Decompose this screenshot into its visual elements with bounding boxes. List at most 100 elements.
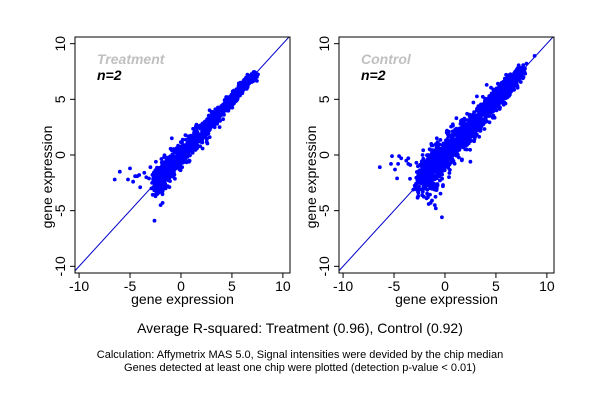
data-point xyxy=(454,151,459,155)
sample-size-label: n=2 xyxy=(97,67,122,83)
data-point xyxy=(504,87,509,92)
outlier-point xyxy=(128,166,132,171)
data-point xyxy=(493,105,498,110)
outlier-point xyxy=(152,218,157,223)
data-point xyxy=(427,147,432,152)
data-point xyxy=(502,76,507,81)
data-point xyxy=(508,82,512,87)
data-point xyxy=(468,123,473,128)
data-point xyxy=(447,171,452,175)
scatter-panel-control: -10 -5 0 5 10 -10 -5 0 5 10 gene expression gene ex… xyxy=(303,36,555,307)
data-point xyxy=(438,178,442,183)
data-point xyxy=(221,117,226,122)
data-point xyxy=(472,139,476,144)
data-point xyxy=(482,112,487,117)
y-tick-label: 10 xyxy=(52,36,68,52)
data-point xyxy=(446,166,451,170)
data-point xyxy=(438,169,443,174)
outlier-point xyxy=(484,83,489,87)
data-point xyxy=(444,145,449,149)
data-point xyxy=(515,85,520,90)
data-point xyxy=(466,129,470,134)
outlier-point xyxy=(396,162,400,166)
data-point xyxy=(170,156,174,161)
data-point xyxy=(161,177,165,182)
outlier-point xyxy=(434,136,439,141)
x-axis-label: gene expression xyxy=(395,291,498,307)
data-point xyxy=(434,154,439,159)
outlier-point xyxy=(517,66,522,71)
data-point xyxy=(497,94,502,99)
data-point xyxy=(180,140,184,145)
data-point xyxy=(168,179,172,184)
outlier-point xyxy=(390,154,394,159)
data-point xyxy=(432,156,437,161)
outlier-point xyxy=(377,165,382,170)
data-point xyxy=(228,102,233,106)
data-point xyxy=(200,146,205,151)
y-tick-label: -10 xyxy=(316,256,332,276)
y-axis-label: gene expression xyxy=(303,126,319,229)
data-point xyxy=(166,176,171,180)
x-tick-label: 0 xyxy=(441,278,449,294)
data-point xyxy=(491,101,496,106)
detection-note: Genes detected at least one chip were pl… xyxy=(124,362,476,374)
data-point xyxy=(458,127,462,132)
data-point xyxy=(472,110,476,114)
data-point xyxy=(224,101,228,106)
outlier-point xyxy=(418,172,423,176)
data-point xyxy=(217,110,222,115)
data-point xyxy=(185,142,190,146)
outlier-point xyxy=(169,136,174,141)
data-point xyxy=(233,91,238,96)
outlier-point xyxy=(524,61,529,66)
data-point xyxy=(210,115,215,119)
data-point xyxy=(518,80,523,84)
data-point xyxy=(181,148,185,153)
x-tick-label: 5 xyxy=(492,278,500,294)
data-point xyxy=(437,174,442,178)
data-point xyxy=(431,176,436,181)
data-point xyxy=(472,117,476,121)
data-point xyxy=(489,91,494,96)
data-point xyxy=(468,118,473,122)
data-point xyxy=(414,170,419,174)
data-point xyxy=(517,73,522,78)
outlier-point xyxy=(441,184,445,189)
data-point xyxy=(487,104,492,109)
data-point xyxy=(245,82,250,87)
data-points xyxy=(377,54,537,220)
data-point xyxy=(478,128,482,133)
data-point xyxy=(482,104,486,109)
data-point xyxy=(165,168,170,173)
outlier-point xyxy=(117,169,122,174)
data-point xyxy=(483,96,487,101)
outlier-point xyxy=(156,190,161,195)
data-point xyxy=(168,164,173,169)
data-point xyxy=(471,100,476,105)
data-point xyxy=(449,160,453,165)
data-point xyxy=(494,99,499,104)
data-point xyxy=(228,105,233,110)
data-point xyxy=(216,117,221,122)
data-point xyxy=(494,94,499,99)
y-tick-label: -5 xyxy=(52,204,68,217)
y-tick-label: 5 xyxy=(52,95,68,103)
data-point xyxy=(443,148,448,153)
data-point xyxy=(150,192,155,197)
data-point xyxy=(441,167,445,172)
data-point xyxy=(155,171,160,176)
data-point xyxy=(208,121,213,125)
data-point xyxy=(503,95,507,99)
data-point xyxy=(458,144,462,149)
data-point xyxy=(445,128,449,133)
data-point xyxy=(219,106,224,110)
data-point xyxy=(420,153,425,157)
outlier-point xyxy=(393,167,397,172)
data-point xyxy=(463,147,468,151)
data-point xyxy=(199,126,204,131)
data-point xyxy=(166,160,170,165)
data-point xyxy=(207,114,212,119)
data-point xyxy=(200,140,205,145)
